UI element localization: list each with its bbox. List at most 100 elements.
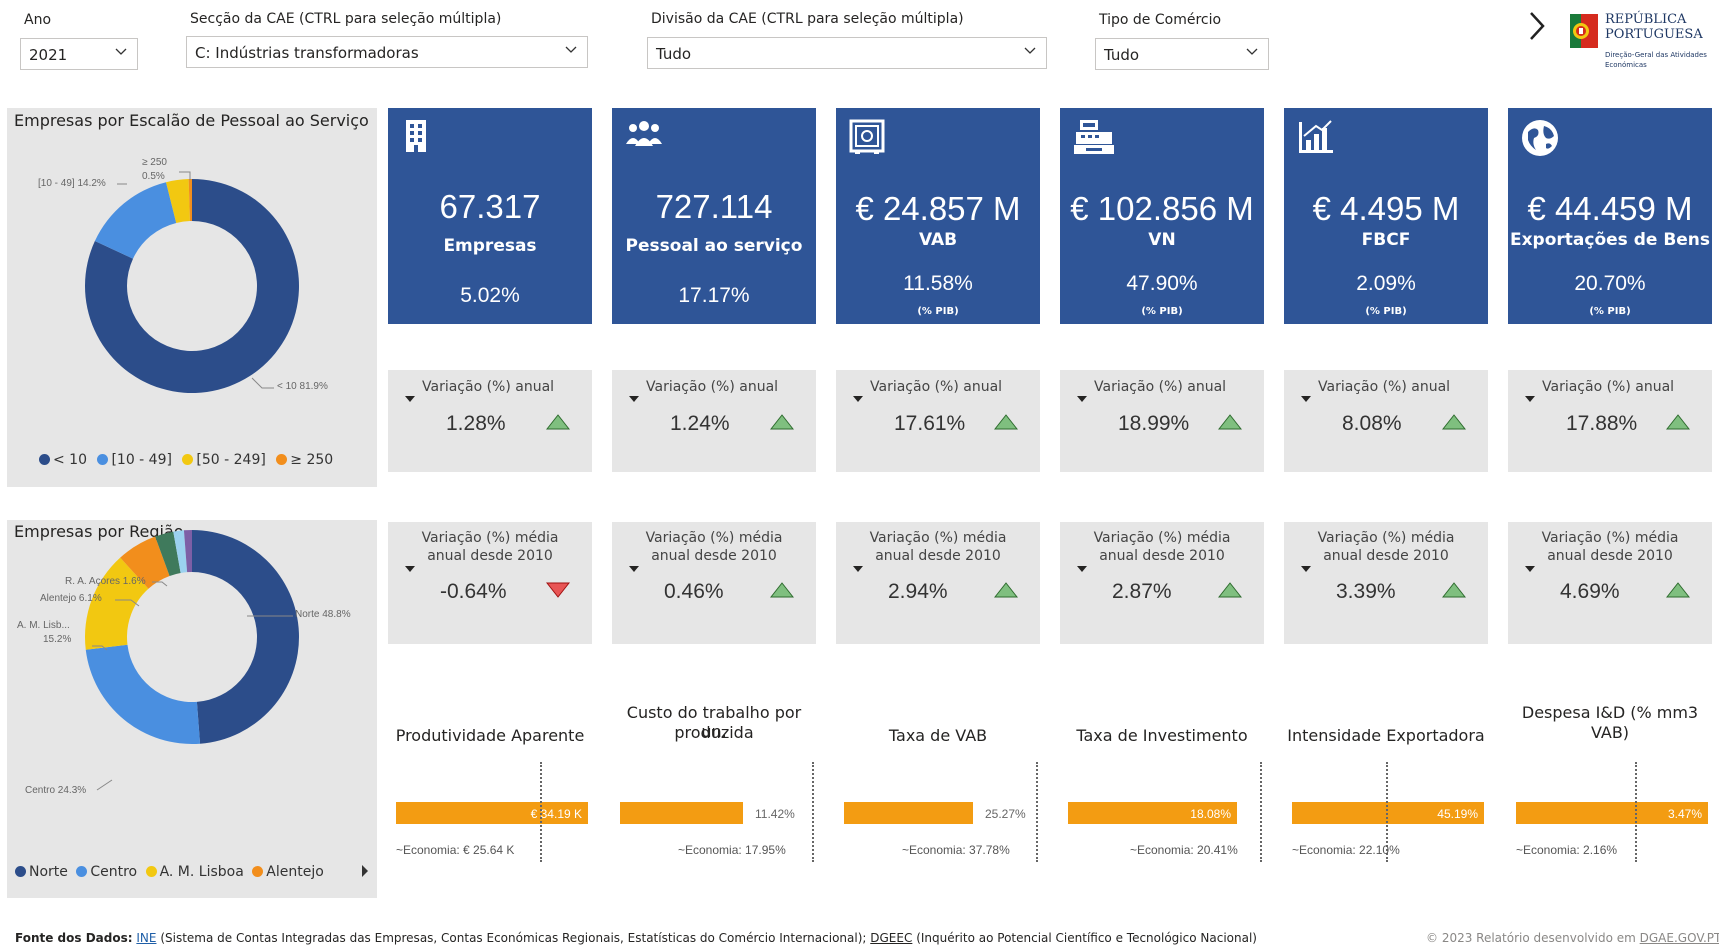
dgeec-link[interactable]: DGEEC [870, 931, 913, 945]
avg-title-2: anual desde 2010 [1323, 548, 1449, 564]
legend-item[interactable]: [50 - 249] [182, 452, 266, 468]
slice-label-ge250-b: 0.5% [142, 171, 165, 182]
legend-dot [276, 454, 288, 465]
donut-slice-r-a-madeira[interactable] [183, 530, 192, 573]
avg-value: -0.64% [440, 580, 507, 603]
legend-item[interactable]: ≥ 250 [276, 452, 333, 468]
bullet-title-1: Produtividade Aparente [395, 726, 585, 745]
escalao-title: Empresas por Escalão de Pessoal ao Servi… [14, 111, 369, 130]
kpi-pct: 5.02% [460, 284, 520, 307]
bullet-value: 45.19% [1437, 807, 1478, 821]
donut-slice--50-249-[interactable] [166, 179, 190, 223]
donut-slice--250[interactable] [188, 179, 192, 222]
avg-variation-card: Variação (%) média anual desde 2010 3.39… [1284, 522, 1488, 644]
dropdown-caret-icon[interactable] [853, 566, 863, 572]
slice-label-alentejo: Alentejo 6.1% [40, 593, 102, 604]
kpi-label: Pessoal ao serviço [625, 236, 803, 256]
donut-slice--10[interactable] [85, 179, 300, 393]
bullet-title-2: produzida [674, 723, 754, 742]
dropdown-caret-icon[interactable] [1301, 396, 1311, 402]
legend-label: ≥ 250 [290, 452, 334, 468]
annual-variation-card: Variação (%) anual 1.28% [388, 370, 592, 472]
bar-chart-icon [1299, 120, 1333, 153]
donut-slice-r-a-a-ores[interactable] [173, 530, 188, 574]
building-icon [406, 120, 426, 152]
annual-variation-card: Variação (%) anual 17.61% [836, 370, 1040, 472]
dropdown-caret-icon[interactable] [1077, 566, 1087, 572]
kpi-value: € 4.495 M [1312, 190, 1460, 227]
avg-title-1: Variação (%) média [1093, 530, 1231, 546]
economy-reference-line [1386, 762, 1388, 862]
next-page-icon[interactable] [1528, 10, 1546, 42]
donut-slice-alentejo[interactable] [120, 536, 170, 589]
leader-line [92, 645, 108, 651]
dropdown-caret-icon[interactable] [629, 566, 639, 572]
bullet-bar [620, 802, 743, 824]
annual-value: 1.28% [446, 412, 506, 435]
avg-variation-card: Variação (%) média anual desde 2010 2.94… [836, 522, 1040, 644]
donut-slice-algarve[interactable] [155, 531, 181, 576]
kpi-card-5: € 44.459 M Exportações de Bens 20.70% (%… [1508, 108, 1712, 324]
kpi-card-3: € 102.856 M VN 47.90% (% PIB) [1060, 108, 1264, 324]
donut-slice-a-m-lisboa[interactable] [85, 557, 149, 650]
legend-label: A. M. Lisboa [159, 864, 244, 880]
regiao-legend: Norte Centro A. M. Lisboa Alentejo [15, 864, 324, 880]
cash-register-icon [1074, 120, 1114, 154]
dropdown-caret-icon[interactable] [629, 396, 639, 402]
slice-label-ge250-a: ≥ 250 [142, 157, 167, 168]
economy-reference-line [1635, 762, 1637, 862]
legend-item[interactable]: [10 - 49] [97, 452, 172, 468]
tipo-dropdown[interactable]: Tudo [1095, 38, 1269, 70]
avg-value: 3.39% [1336, 580, 1396, 603]
dropdown-caret-icon[interactable] [1301, 566, 1311, 572]
filter-tipo-label: Tipo de Comércio [1099, 12, 1222, 28]
kpi-label: Empresas [443, 236, 537, 256]
avg-title-2: anual desde 2010 [1547, 548, 1673, 564]
logo-line1: REPÚBLICA [1605, 12, 1687, 27]
dropdown-caret-icon[interactable] [853, 396, 863, 402]
dropdown-caret-icon[interactable] [1077, 396, 1087, 402]
divisao-dropdown[interactable]: Tudo [647, 37, 1047, 69]
legend-next-icon[interactable] [360, 864, 370, 878]
annual-value: 17.61% [894, 412, 966, 435]
legend-item[interactable]: < 10 [39, 452, 87, 468]
people-icon [626, 121, 662, 146]
bullet-bar [1292, 802, 1484, 824]
ine-link[interactable]: INE [136, 931, 157, 945]
dropdown-caret-icon[interactable] [405, 396, 415, 402]
up-triangle-icon [1441, 582, 1467, 598]
dropdown-caret-icon[interactable] [1525, 566, 1535, 572]
legend-item[interactable]: Centro [76, 864, 137, 880]
donut-slice-centro[interactable] [85, 644, 201, 744]
avg-title-1: Variação (%) média [1541, 530, 1679, 546]
economy-label: ~Economia: 22.10% [1292, 843, 1400, 857]
bullet-value: 25.27% [985, 807, 1026, 821]
donut-slice-norte[interactable] [192, 530, 299, 744]
dropdown-caret-icon[interactable] [1525, 396, 1535, 402]
kpi-pct: 20.70% [1574, 272, 1646, 295]
footer-copyright: © 2023 Relatório desenvolvido em DGAE.GO… [1426, 931, 1719, 945]
slice-label-lt10: < 10 81.9% [277, 381, 328, 392]
kpi-value: € 102.856 M [1070, 190, 1254, 227]
ano-dropdown[interactable]: 2021 [20, 38, 138, 70]
up-triangle-icon [993, 414, 1019, 430]
legend-label: Alentejo [266, 864, 324, 880]
legend-item[interactable]: Alentejo [252, 864, 324, 880]
regiao-donut [85, 530, 299, 791]
chevron-down-icon [115, 48, 127, 55]
bullet-title-1: Despesa I&D (% mm3 [1521, 703, 1699, 722]
seccao-dropdown[interactable]: C: Indústrias transformadoras [186, 36, 588, 68]
donut-slice--10-49-[interactable] [94, 182, 177, 259]
annual-value: 1.24% [670, 412, 730, 435]
avg-value: 4.69% [1560, 580, 1620, 603]
economy-label: ~Economia: € 25.64 K [396, 843, 515, 857]
flag-emblem-icon [1570, 14, 1598, 48]
dropdown-caret-icon[interactable] [405, 566, 415, 572]
slice-label-lisboa-a: A. M. Lisb... [17, 620, 70, 631]
kpi-value: 67.317 [439, 188, 541, 225]
legend-item[interactable]: Norte [15, 864, 68, 880]
economy-label: ~Economia: 2.16% [1516, 843, 1618, 857]
legend-item[interactable]: A. M. Lisboa [145, 864, 244, 880]
bullet-bar [844, 802, 973, 824]
dgae-link[interactable]: DGAE.GOV.PT [1639, 931, 1719, 945]
